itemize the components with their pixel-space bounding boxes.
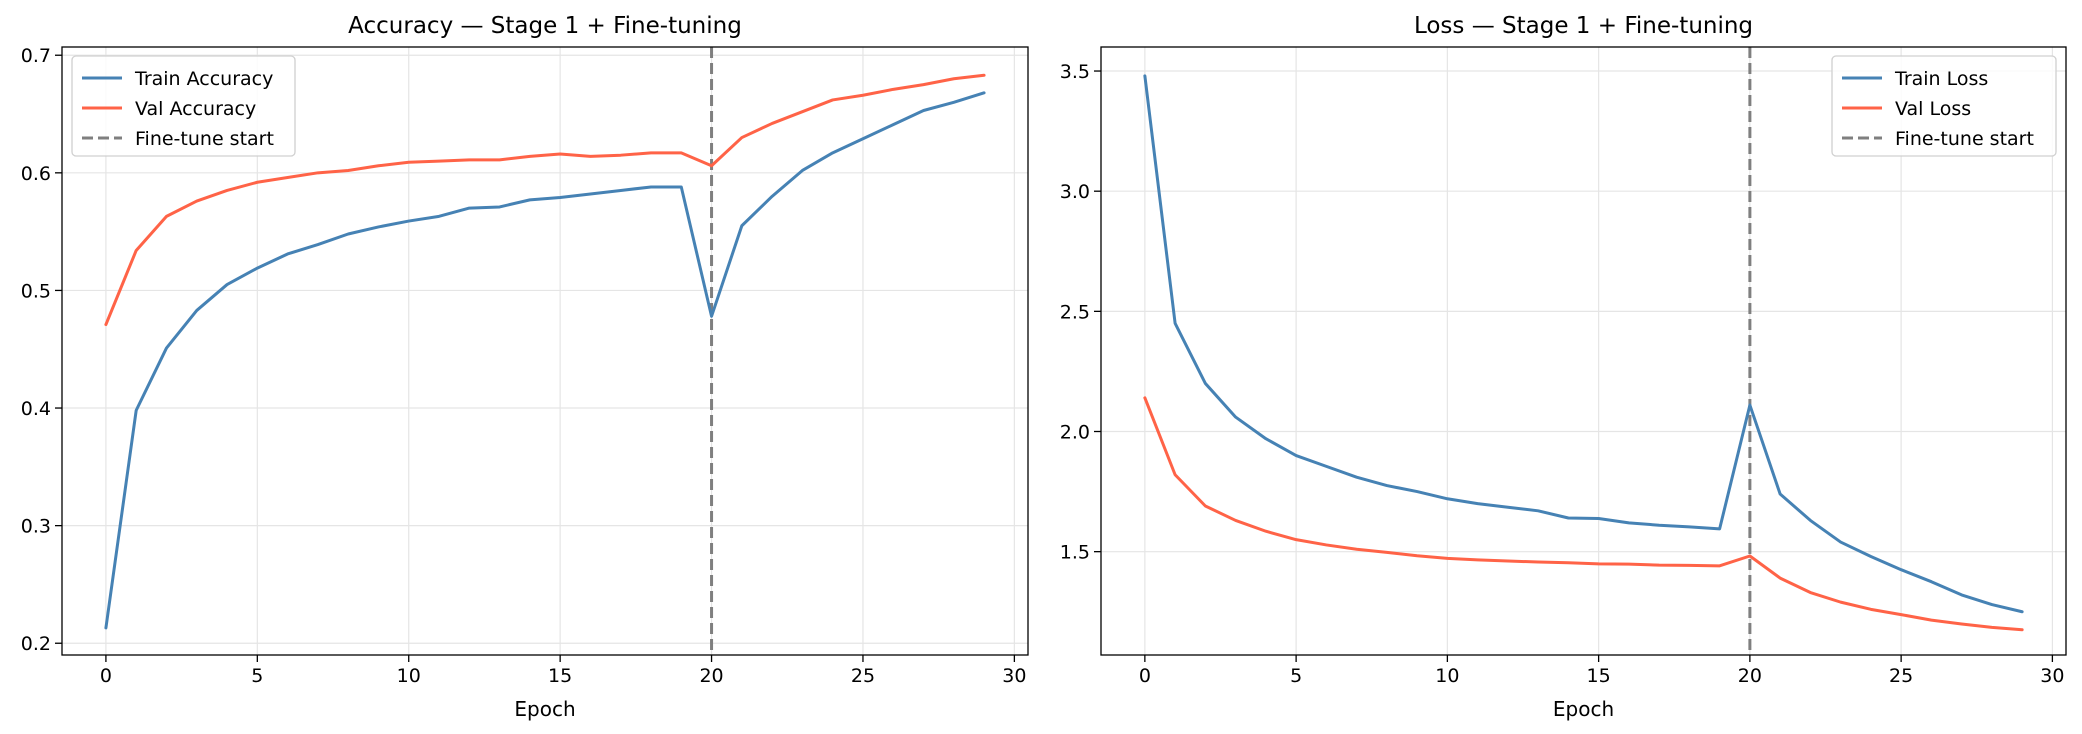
val-series-line [104, 73, 986, 327]
accuracy-chart: 0 5 10 15 20 25 30 0.2 0.3 0.4 0.5 0.6 0.7 Accuracy —… [21, 13, 1029, 721]
chart-title: Loss — Stage 1 + Fine-tuning [1414, 13, 1753, 39]
train-series-line [104, 91, 986, 630]
x-tick-label: 15 [548, 665, 572, 687]
y-tick-label: 0.4 [21, 398, 51, 420]
chart-title: Accuracy — Stage 1 + Fine-tuning [348, 13, 742, 39]
y-tick-label: 2.5 [1060, 301, 1090, 323]
y-tick-label: 0.5 [21, 280, 51, 302]
x-tick-label: 5 [1290, 665, 1302, 687]
legend-entry-train-label: Train Loss [1894, 68, 1988, 90]
x-tick-label: 0 [100, 665, 112, 687]
y-tick-label: 0.6 [21, 163, 51, 185]
x-tick-label: 30 [1002, 665, 1026, 687]
train-series-line [1143, 74, 2024, 614]
axes-frame [61, 46, 1029, 656]
legend-entry-val-label: Val Loss [1895, 98, 1971, 120]
x-tick-label: 30 [2040, 665, 2064, 687]
legend-entry-train-label: Train Accuracy [134, 68, 273, 90]
x-tick-label: 10 [1435, 665, 1459, 687]
y-tick-label: 2.0 [1060, 422, 1090, 444]
x-tick-label: 10 [397, 665, 421, 687]
y-tick-label: 0.7 [21, 45, 51, 67]
val-series-line [1143, 396, 2024, 632]
axes-frame [1100, 46, 2067, 656]
legend-entry-finetune-label: Fine-tune start [1895, 128, 2034, 150]
x-tick-label: 20 [1738, 665, 1762, 687]
legend-entry-finetune-label: Fine-tune start [135, 128, 274, 150]
y-tick-label: 1.5 [1060, 542, 1090, 564]
x-tick-label: 0 [1139, 665, 1151, 687]
loss-chart: 0 5 10 15 20 25 30 1.5 2.0 2.5 3.0 3.5 Loss — Stage … [1060, 13, 2067, 721]
y-tick-label: 0.2 [21, 633, 51, 655]
x-tick-label: 20 [699, 665, 723, 687]
x-tick-label: 25 [1889, 665, 1913, 687]
y-tick-label: 3.5 [1060, 61, 1090, 83]
y-tick-label: 0.3 [21, 516, 51, 538]
legend-box [1831, 55, 2057, 157]
x-tick-label: 15 [1587, 665, 1611, 687]
x-tick-label: 5 [251, 665, 263, 687]
legend-box [71, 55, 296, 157]
legend: Train Accuracy Val Accuracy Fine-tune star… [71, 55, 296, 157]
x-axis-label: Epoch [1553, 697, 1614, 721]
y-tick-label: 3.0 [1060, 181, 1090, 203]
legend: Train Loss Val Loss Fine-tune start [1831, 55, 2057, 157]
x-tick-label: 25 [851, 665, 875, 687]
legend-entry-val-label: Val Accuracy [135, 98, 256, 120]
x-axis-label: Epoch [514, 697, 575, 721]
